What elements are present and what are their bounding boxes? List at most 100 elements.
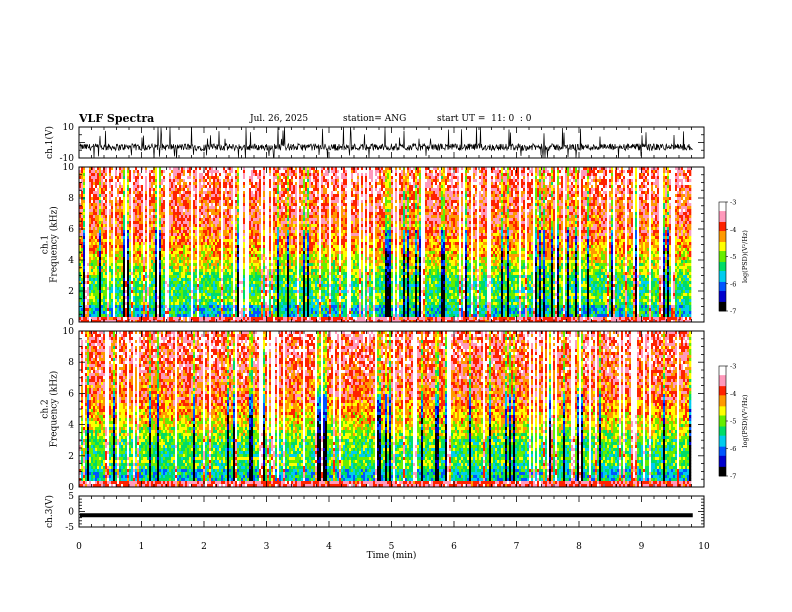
spectrogram-cell — [81, 215, 83, 218]
spectrogram-cell — [191, 305, 193, 308]
spectrogram-cell — [193, 272, 195, 275]
spectrogram-cell — [239, 305, 241, 308]
spectrogram-cell — [243, 179, 245, 182]
spectrogram-cell — [171, 236, 173, 239]
spectrogram-cell — [263, 236, 265, 239]
spectrogram-cell — [147, 308, 149, 311]
spectrogram-cell — [135, 233, 137, 236]
spectrogram-cell — [233, 305, 235, 308]
spectrogram-cell — [227, 305, 229, 308]
spectrogram-cell — [213, 242, 215, 245]
spectrogram-cell — [255, 275, 257, 278]
spectrogram-cell — [237, 176, 239, 179]
spectrogram-cell — [175, 206, 177, 209]
spectrogram-cell — [247, 296, 249, 299]
spectrogram-cell — [237, 179, 239, 182]
spectrogram-cell — [121, 200, 123, 203]
spectrogram-cell — [87, 314, 89, 317]
spectrogram-cell — [123, 275, 125, 278]
spectrogram-cell — [125, 233, 127, 236]
spectrogram-cell — [235, 209, 237, 212]
spectrogram-cell — [207, 194, 209, 197]
spectrogram-cell — [257, 245, 259, 248]
spectrogram-cell — [125, 245, 127, 248]
spectrogram-cell — [121, 266, 123, 269]
spectrogram-cell — [249, 284, 251, 287]
spectrogram-cell — [191, 170, 193, 173]
spectrogram-cell — [151, 272, 153, 275]
spectrogram-cell — [141, 179, 143, 182]
spectrogram-cell — [117, 281, 119, 284]
spectrogram-cell — [123, 314, 125, 317]
spectrogram-cell — [225, 173, 227, 176]
spectrogram-cell — [235, 170, 237, 173]
spectrogram-cell — [203, 302, 205, 305]
spectrogram-cell — [151, 287, 153, 290]
spectrogram-cell — [117, 239, 119, 242]
spectrogram-cell — [155, 275, 157, 278]
spectrogram-cell — [181, 260, 183, 263]
spectrogram-cell — [131, 251, 133, 254]
spectrogram-cell — [177, 278, 179, 281]
spectrogram-cell — [169, 314, 171, 317]
spectrogram-cell — [129, 263, 131, 266]
spectrogram-cell — [179, 245, 181, 248]
spectrogram-cell — [221, 299, 223, 302]
spectrogram-cell — [209, 284, 211, 287]
spectrogram-cell — [209, 224, 211, 227]
spectrogram-cell — [129, 272, 131, 275]
spectrogram-cell — [193, 212, 195, 215]
spectrogram-cell — [167, 299, 169, 302]
spectrogram-cell — [233, 200, 235, 203]
spectrogram-cell — [159, 179, 161, 182]
spectrogram-cell — [169, 230, 171, 233]
spectrogram-cell — [119, 212, 121, 215]
spectrogram-cell — [95, 245, 97, 248]
spectrogram-cell — [215, 188, 217, 191]
spectrogram-cell — [187, 308, 189, 311]
spectrogram-cell — [145, 284, 147, 287]
spectrogram-cell — [177, 290, 179, 293]
spectrogram-cell — [263, 275, 265, 278]
spectrogram-cell — [133, 260, 135, 263]
spectrogram-cell — [167, 224, 169, 227]
spectrogram-cell — [219, 194, 221, 197]
spectrogram-cell — [117, 218, 119, 221]
spectrogram-cell — [255, 290, 257, 293]
spectrogram-cell — [215, 191, 217, 194]
spectrogram-cell — [143, 293, 145, 296]
spectrogram-cell — [187, 185, 189, 188]
spectrogram-cell — [143, 314, 145, 317]
spectrogram-cell — [97, 311, 99, 314]
spectrogram-cell — [95, 224, 97, 227]
spectrogram-cell — [141, 266, 143, 269]
spectrogram-cell — [151, 233, 153, 236]
spectrogram-cell — [221, 275, 223, 278]
spectrogram-cell — [251, 314, 253, 317]
spectrogram-cell — [165, 242, 167, 245]
spectrogram-cell — [215, 170, 217, 173]
spectrogram-cell — [171, 176, 173, 179]
spectrogram-cell — [259, 251, 261, 254]
spectrogram-cell — [83, 170, 85, 173]
spectrogram-cell — [107, 287, 109, 290]
spectrogram-cell — [213, 260, 215, 263]
spectrogram-cell — [229, 302, 231, 305]
spectrogram-cell — [105, 284, 107, 287]
spectrogram-cell — [149, 200, 151, 203]
spectrogram-cell — [111, 236, 113, 239]
spectrogram-cell — [255, 227, 257, 230]
spectrogram-cell — [211, 305, 213, 308]
spectrogram-cell — [245, 176, 247, 179]
spectrogram-cell — [189, 317, 191, 320]
spectrogram-cell — [141, 173, 143, 176]
spectrogram-cell — [215, 266, 217, 269]
spectrogram-cell — [189, 170, 191, 173]
spectrogram-cell — [141, 254, 143, 257]
spectrogram-cell — [121, 176, 123, 179]
spectrogram-cell — [193, 194, 195, 197]
spectrogram-cell — [259, 257, 261, 260]
spectrogram-cell — [257, 173, 259, 176]
spectrogram-cell — [147, 221, 149, 224]
spectrogram-cell — [261, 236, 263, 239]
